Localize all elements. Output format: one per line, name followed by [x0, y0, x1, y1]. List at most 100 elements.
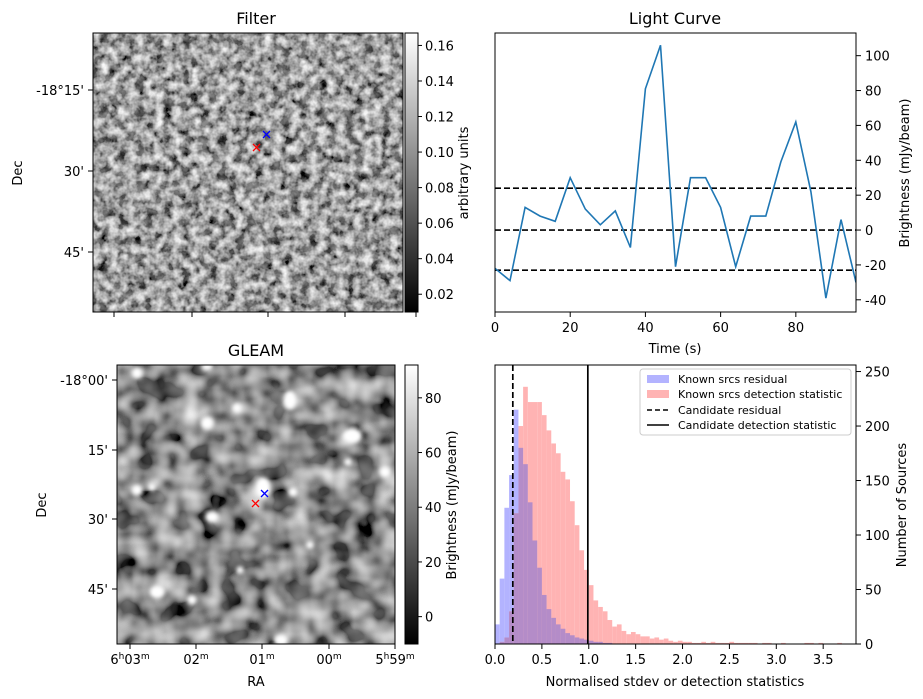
light-curve-xtick-label: 40: [637, 321, 654, 336]
histogram-bar-residual: [495, 624, 500, 644]
filter-colorbar-tick-label: 0.02: [425, 288, 454, 303]
filter-ylabel: Dec: [11, 160, 26, 185]
filter-colorbar-tick-label: 0.06: [425, 217, 454, 232]
histogram-bar-detection: [621, 630, 627, 644]
gleam-colorbar-tick-label: 80: [425, 392, 442, 407]
histogram-bar-detection: [645, 636, 650, 644]
histogram-xtick-label: 0.5: [532, 653, 553, 668]
gleam-colorbar-label: Brightness (mJy/beam): [445, 431, 460, 580]
histogram-bar-overlap: [518, 447, 524, 644]
gleam-ytick: 45': [88, 583, 108, 598]
light-curve-ytick-label: 60: [865, 119, 882, 134]
histogram-xtick-label: 1.0: [578, 653, 599, 668]
gleam-colorbar-tick-label: 60: [425, 447, 442, 462]
gleam-xtick: 02m: [183, 652, 208, 668]
histogram-xtick-label: 1.5: [625, 653, 646, 668]
histogram-bar-detection: [537, 402, 542, 644]
filter-ytick: 30': [64, 165, 84, 180]
gleam-xlabel: RA: [247, 675, 265, 690]
light-curve-title: Light Curve: [629, 9, 721, 28]
histogram-bar-detection: [837, 642, 842, 644]
histogram-bar-overlap: [532, 540, 538, 644]
histogram-bar-detection: [705, 642, 711, 644]
histogram-bar-detection: [710, 641, 716, 644]
histogram-xtick-label: 3.0: [766, 653, 787, 668]
histogram-xtick-label: 2.0: [672, 653, 693, 668]
histogram-bar-detection: [804, 642, 810, 644]
histogram-bar-detection: [649, 638, 655, 644]
histogram-bar-detection: [588, 585, 594, 644]
filter-ytick: 45': [64, 246, 84, 261]
histogram-bar-detection: [541, 415, 547, 644]
histogram-bar-detection: [640, 636, 646, 644]
histogram-bar-detection: [677, 640, 683, 644]
legend-entry: Known srcs residual: [678, 373, 787, 386]
histogram-bar-detection: [696, 642, 702, 644]
candidate-marker: [252, 143, 261, 152]
histogram-bar-detection: [766, 642, 772, 644]
light-curve-xtick-label: 20: [562, 321, 579, 336]
histogram-bar-detection: [659, 639, 664, 644]
histogram-bar-overlap: [527, 502, 533, 644]
light-curve-ytick-label: 20: [865, 189, 882, 204]
filter-colorbar-tick-label: 0.14: [425, 75, 454, 90]
light-curve-frame: [494, 32, 857, 313]
histogram-bar-overlap: [602, 642, 608, 644]
histogram-bar-detection: [555, 453, 561, 644]
histogram-bar-detection: [654, 637, 660, 644]
histogram-bar-detection: [762, 642, 767, 644]
known-source-marker: [262, 130, 271, 139]
candidate-marker: [251, 499, 260, 508]
filter-colorbar-tick-label: 0.16: [425, 39, 454, 54]
histogram-xtick-label: 2.5: [719, 653, 740, 668]
histogram-bar-detection: [574, 525, 580, 644]
histogram-bar-detection: [551, 443, 556, 644]
histogram-bar-detection: [616, 624, 622, 644]
gleam-colorbar-tick-label: 0: [425, 611, 433, 626]
filter-image: [93, 33, 403, 312]
legend-entry: Candidate detection statistic: [678, 419, 836, 432]
gleam-xtick: 00m: [316, 652, 341, 668]
histogram-bar-residual: [504, 507, 510, 638]
histogram-ytick-label: 100: [865, 529, 890, 544]
gleam-ytick: 30': [88, 513, 108, 528]
filter-colorbar-tick-label: 0.08: [425, 182, 454, 197]
histogram-bar-detection: [715, 642, 721, 644]
histogram-bar-overlap: [565, 633, 571, 644]
histogram-panel: 0.0 0.5 1.0 1.5 2.0 2.5 3.0 3.5250200150100500 …: [485, 364, 910, 690]
gleam-ytick: -18°00': [60, 374, 108, 389]
histogram-bar-residual: [499, 578, 505, 642]
histogram-bar-overlap: [584, 639, 589, 644]
histogram-bar-detection: [701, 641, 706, 644]
histogram-bar-detection: [560, 471, 566, 644]
histogram-bar-overlap: [523, 464, 528, 644]
legend-swatch-residual: [647, 375, 669, 383]
histogram-bar-detection: [687, 641, 692, 644]
histogram-bar-overlap: [588, 640, 594, 644]
histogram-bar-overlap: [570, 635, 575, 644]
gleam-xticks: 6h03m 02m 01m 00m 5h59m: [110, 644, 415, 668]
gleam-yticks: -18°00' 15' 30' 45': [60, 374, 117, 598]
histogram-bar-detection: [607, 620, 613, 644]
histogram-bar-overlap: [509, 611, 514, 644]
histogram-bar-overlap: [551, 617, 556, 644]
histogram-ytick-label: 200: [865, 420, 890, 435]
light-curve-ytick-label: 40: [865, 154, 882, 169]
histogram-bar-detection: [748, 642, 753, 644]
histogram-bar-detection: [570, 501, 575, 644]
filter-frame: [92, 32, 404, 313]
filter-panel: Filter Dec -18°15' 30' 45': [11, 9, 472, 317]
histogram-ylabel: Number of Sources: [895, 443, 910, 568]
light-curve-ylabel: Brightness (mJy/beam): [898, 99, 913, 248]
gleam-frame: [116, 364, 396, 645]
histogram-bar-detection: [809, 642, 814, 644]
histogram-bar-residual: [513, 409, 519, 514]
histogram-bar-detection: [602, 611, 608, 644]
histogram-bar-residual: [509, 475, 514, 612]
histogram-bar-overlap: [504, 637, 510, 644]
filter-colorbar-tick-label: 0.12: [425, 111, 454, 126]
histogram-bar-detection: [532, 402, 538, 644]
histogram-bar-detection: [630, 632, 636, 644]
filter-colorbar-label: arbitrary units: [457, 126, 472, 219]
histogram-bar-detection: [668, 640, 674, 644]
